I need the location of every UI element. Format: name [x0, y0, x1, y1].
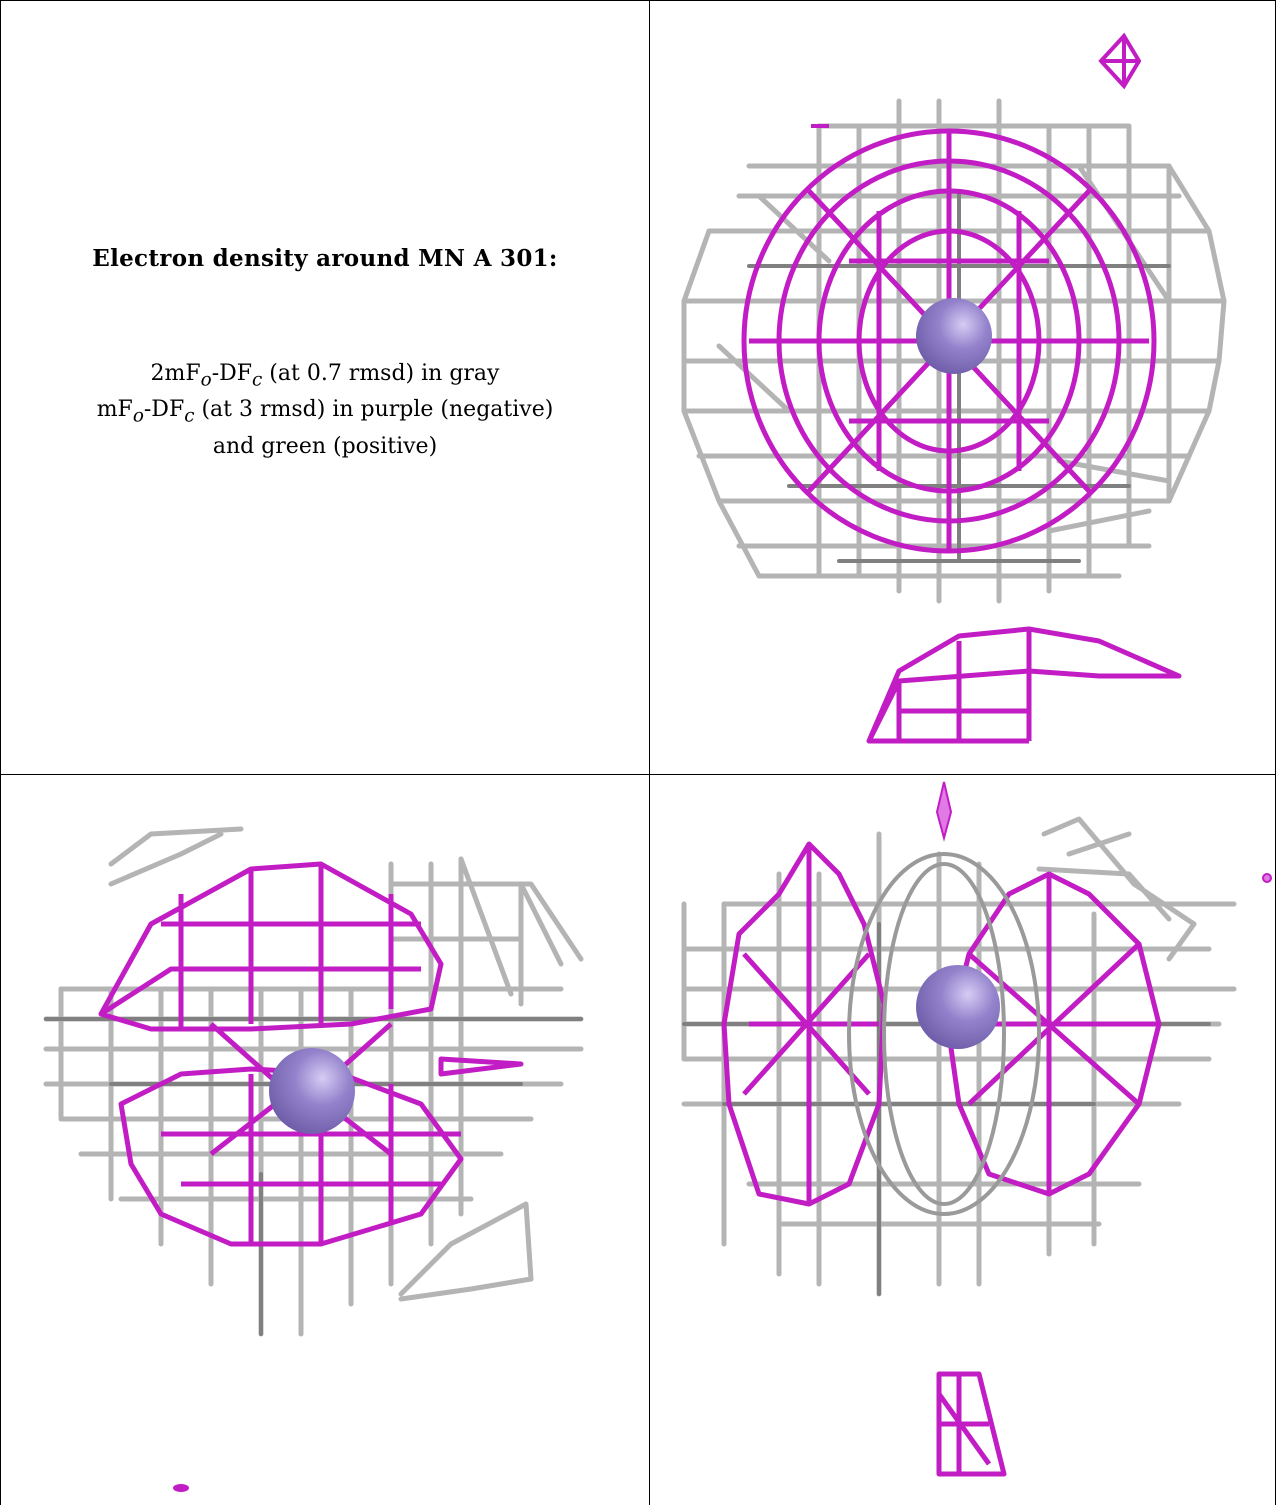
purple-mesh-fragment — [173, 1484, 189, 1492]
density-view-top-right — [649, 0, 1276, 775]
density-view-bottom-right — [649, 774, 1276, 1505]
density-mesh-view-2 — [43, 826, 584, 1492]
density-view-bottom-left — [0, 774, 650, 1505]
gray-center-ring — [847, 852, 1041, 1216]
purple-density-mesh — [721, 841, 1162, 1207]
purple-mesh-fragment — [811, 32, 1142, 128]
gray-density-mesh-shadow — [747, 189, 1171, 563]
caption-title: Electron density around MN A 301: — [92, 245, 558, 272]
caption-description: 2mFo-DFc (at 0.7 rmsd) in gray mFo-DFc (… — [1, 359, 649, 462]
density-mesh-view-3 — [681, 781, 1272, 1477]
manganese-atom-sphere — [916, 965, 1000, 1049]
purple-mesh-cap — [866, 626, 1182, 744]
density-mesh-view-1 — [681, 32, 1227, 744]
caption-line-green: and green (positive) — [212, 433, 438, 459]
caption-cell: Electron density around MN A 301: 2mFo-D… — [0, 0, 650, 775]
caption-line-purple: mFo-DFc (at 3 rmsd) in purple (negative) — [96, 397, 554, 427]
purple-mesh-cap — [936, 1371, 1007, 1477]
manganese-atom-sphere — [916, 298, 992, 374]
purple-mesh-fragment — [935, 781, 1272, 883]
caption-line-gray: 2mFo-DFc (at 0.7 rmsd) in gray — [150, 361, 500, 391]
manganese-atom-sphere — [269, 1048, 355, 1134]
